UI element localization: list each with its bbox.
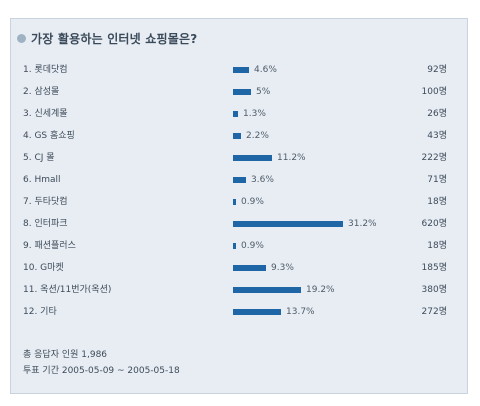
result-row: 10. G마켓 9.3% 185명 xyxy=(11,257,467,279)
option-label: 6. Hmall xyxy=(23,175,61,185)
total-respondents: 총 응답자 인원 1,986 xyxy=(23,350,108,360)
percent-label: 2.2% xyxy=(246,131,269,141)
result-row: 2. 삼성몰 5% 100명 xyxy=(11,81,467,103)
option-label: 8. 인터파크 xyxy=(23,219,68,229)
result-bar xyxy=(233,243,236,249)
percent-label: 0.9% xyxy=(241,241,264,251)
vote-count: 380명 xyxy=(421,285,447,295)
vote-count: 92명 xyxy=(427,65,447,75)
vote-count: 272명 xyxy=(421,307,447,317)
vote-count: 71명 xyxy=(427,175,447,185)
vote-count: 43명 xyxy=(427,131,447,141)
result-bar xyxy=(233,287,301,293)
vote-count: 620명 xyxy=(421,219,447,229)
result-bar xyxy=(233,199,236,205)
result-bar xyxy=(233,89,251,95)
percent-label: 13.7% xyxy=(286,307,315,317)
vote-count: 18명 xyxy=(427,197,447,207)
result-bar xyxy=(233,67,249,73)
percent-label: 11.2% xyxy=(277,153,306,163)
option-label: 3. 신세계몰 xyxy=(23,109,68,119)
option-label: 5. CJ 몰 xyxy=(23,153,55,163)
option-label: 10. G마켓 xyxy=(23,263,64,273)
percent-label: 5% xyxy=(256,87,271,97)
result-bar xyxy=(233,221,343,227)
vote-count: 26명 xyxy=(427,109,447,119)
percent-label: 4.6% xyxy=(254,65,277,75)
vote-count: 222명 xyxy=(421,153,447,163)
result-row: 9. 패션플러스 0.9% 18명 xyxy=(11,235,467,257)
result-bar xyxy=(233,111,238,117)
option-label: 11. 옥션/11번가(옥션) xyxy=(23,285,112,295)
poll-footer: 총 응답자 인원 1,986 투표 기간 2005-05-09 ~ 2005-0… xyxy=(23,347,180,379)
result-row: 3. 신세계몰 1.3% 26명 xyxy=(11,103,467,125)
option-label: 2. 삼성몰 xyxy=(23,87,60,97)
result-bar xyxy=(233,133,241,139)
result-row: 6. Hmall 3.6% 71명 xyxy=(11,169,467,191)
result-row: 7. 두타닷컴 0.9% 18명 xyxy=(11,191,467,213)
vote-count: 100명 xyxy=(421,87,447,97)
result-row: 4. GS 홈쇼핑 2.2% 43명 xyxy=(11,125,467,147)
result-row: 12. 기타 13.7% 272명 xyxy=(11,301,467,323)
vote-count: 185명 xyxy=(421,263,447,273)
circle-bullet-icon xyxy=(17,33,26,43)
result-bar xyxy=(233,155,272,161)
result-row: 11. 옥션/11번가(옥션) 19.2% 380명 xyxy=(11,279,467,301)
percent-label: 3.6% xyxy=(251,175,274,185)
option-label: 12. 기타 xyxy=(23,307,57,317)
percent-label: 19.2% xyxy=(306,285,335,295)
percent-label: 0.9% xyxy=(241,197,264,207)
result-row: 8. 인터파크 31.2% 620명 xyxy=(11,213,467,235)
option-label: 7. 두타닷컴 xyxy=(23,197,68,207)
poll-header: 가장 활용하는 인터넷 쇼핑몰은? xyxy=(11,19,467,57)
percent-label: 1.3% xyxy=(243,109,266,119)
option-label: 9. 패션플러스 xyxy=(23,241,76,251)
result-bar xyxy=(233,309,281,315)
result-row: 1. 롯데닷컴 4.6% 92명 xyxy=(11,59,467,81)
percent-label: 9.3% xyxy=(271,263,294,273)
result-bar xyxy=(233,265,266,271)
result-bar xyxy=(233,177,246,183)
result-row: 5. CJ 몰 11.2% 222명 xyxy=(11,147,467,169)
percent-label: 31.2% xyxy=(348,219,377,229)
poll-title: 가장 활용하는 인터넷 쇼핑몰은? xyxy=(31,31,198,46)
vote-count: 18명 xyxy=(427,241,447,251)
poll-period: 투표 기간 2005-05-09 ~ 2005-05-18 xyxy=(23,366,180,376)
option-label: 1. 롯데닷컴 xyxy=(23,65,68,75)
poll-panel: 가장 활용하는 인터넷 쇼핑몰은? 1. 롯데닷컴 4.6% 92명 2. 삼성몰 5%… xyxy=(10,18,468,394)
option-label: 4. GS 홈쇼핑 xyxy=(23,131,75,141)
